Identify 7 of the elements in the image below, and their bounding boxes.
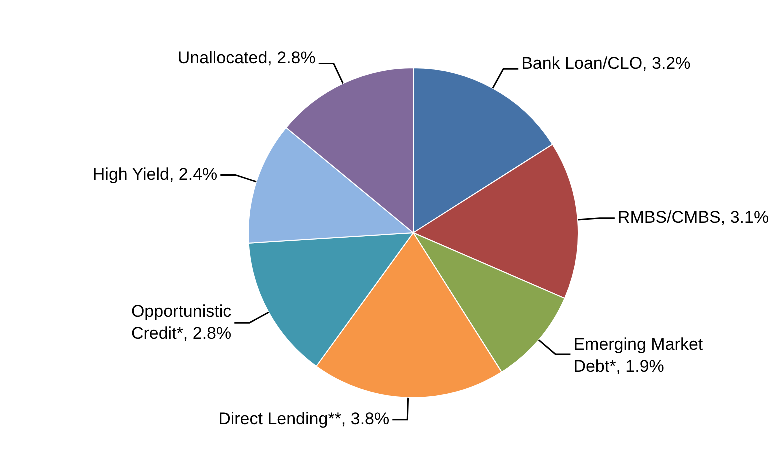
slice-label: RMBS/CMBS, 3.1% — [618, 208, 769, 228]
slice-label: Unallocated, 2.8% — [178, 48, 316, 68]
slice-label: Direct Lending**, 3.8% — [218, 410, 390, 429]
slice-label: Opportunistic Credit*, 2.8% — [131, 302, 232, 343]
slice-label: Bank Loan/CLO, 3.2% — [522, 54, 691, 73]
slice-label: Emerging Market Debt*, 1.9% — [574, 335, 704, 376]
slice-label: High Yield, 2.4% — [92, 164, 218, 184]
